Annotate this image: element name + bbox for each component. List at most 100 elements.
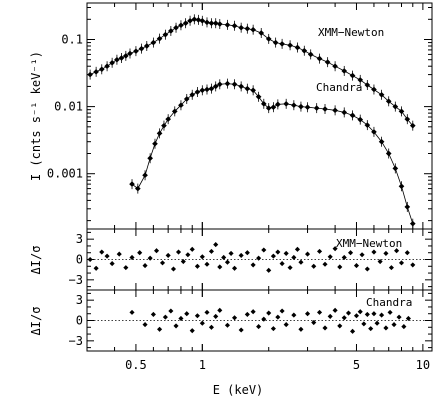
spectrum-y-axis-title: I (cnts s⁻¹ keV⁻¹) <box>29 51 43 181</box>
data-point <box>156 35 163 42</box>
data-point <box>238 24 244 31</box>
data-point <box>224 80 231 87</box>
residual-point <box>224 259 230 265</box>
residual-point <box>410 262 416 268</box>
data-point <box>313 105 320 111</box>
data-point <box>189 91 196 98</box>
y-tick-label: 0.1 <box>61 33 83 47</box>
data-point <box>409 220 416 227</box>
residual-point <box>291 312 297 318</box>
residual-point <box>359 252 365 258</box>
residual-point <box>298 326 304 332</box>
chandra-residual-series <box>129 307 411 334</box>
data-point <box>134 185 141 192</box>
residual-point <box>353 263 360 269</box>
residual-point <box>383 250 389 256</box>
data-point <box>301 47 308 54</box>
data-point <box>316 55 323 62</box>
data-point <box>371 86 377 93</box>
data-point <box>168 28 174 34</box>
residual-point <box>194 263 200 269</box>
data-point <box>378 138 385 145</box>
residual-point <box>364 311 370 317</box>
residual-point <box>311 263 317 269</box>
data-point <box>199 87 206 94</box>
residual-point <box>185 252 191 258</box>
data-point <box>385 98 392 105</box>
data-point <box>183 96 190 102</box>
data-point <box>143 43 150 49</box>
residual-point <box>189 246 195 252</box>
data-point <box>332 63 338 70</box>
residual-point <box>153 248 160 254</box>
data-point <box>216 21 223 27</box>
y-tick-label: 0.001 <box>47 167 83 181</box>
data-point <box>322 106 328 112</box>
residual-point <box>184 311 190 317</box>
residual-point <box>327 254 333 260</box>
residual-point <box>350 328 356 334</box>
data-point <box>129 181 135 187</box>
residual-point <box>256 255 262 261</box>
residual-point <box>332 307 338 313</box>
residual-point <box>221 254 227 261</box>
residual-point <box>387 309 393 315</box>
data-point <box>208 20 215 27</box>
residual-point <box>316 309 323 315</box>
residual-point <box>368 326 374 332</box>
residual-point <box>213 313 219 319</box>
data-point <box>307 51 314 58</box>
residual-point <box>168 308 174 314</box>
residual-point <box>256 324 262 330</box>
model-curve <box>131 83 414 224</box>
residual-point <box>291 254 297 261</box>
residual-point <box>250 309 256 315</box>
data-point <box>173 24 179 31</box>
residual-point <box>357 309 363 315</box>
data-point <box>208 85 215 92</box>
residual-point <box>199 320 205 326</box>
data-point <box>270 104 277 111</box>
data-point <box>371 129 377 135</box>
residual-point <box>371 311 377 317</box>
data-point <box>298 103 304 110</box>
data-point <box>332 107 338 114</box>
data-point <box>98 66 105 73</box>
x-tick-label: 0.5 <box>125 358 147 372</box>
residual-point <box>405 315 411 322</box>
residual-point <box>123 265 129 271</box>
data-point <box>287 42 293 49</box>
data-point <box>195 17 202 23</box>
data-point <box>178 102 184 109</box>
residual-point <box>279 261 285 267</box>
residual-point <box>217 307 223 313</box>
data-point <box>291 102 297 109</box>
xmm-residual-y-axis-title: ΔI/σ <box>29 246 43 275</box>
residual-point <box>147 255 153 261</box>
data-point <box>378 91 385 98</box>
data-point <box>231 81 238 88</box>
residual-point <box>341 315 347 321</box>
data-point <box>138 45 145 52</box>
data-point <box>87 71 93 78</box>
residual-point <box>401 324 407 330</box>
residual-point <box>109 261 115 267</box>
residual-point <box>93 265 99 271</box>
residual-point <box>270 326 276 332</box>
residual-point <box>279 308 285 314</box>
data-point <box>161 122 167 129</box>
data-point <box>147 155 153 162</box>
data-point <box>178 22 184 29</box>
y-tick-label: −3 <box>69 273 83 287</box>
y-tick-label: 0 <box>76 314 83 328</box>
data-point <box>398 108 405 115</box>
data-point <box>133 48 139 55</box>
data-point <box>294 44 301 51</box>
data-point <box>238 83 244 90</box>
residual-point <box>99 249 105 255</box>
residual-point <box>396 314 402 320</box>
data-point <box>216 81 223 88</box>
residual-point <box>204 309 210 315</box>
data-point <box>272 39 279 46</box>
residual-point <box>137 250 143 256</box>
